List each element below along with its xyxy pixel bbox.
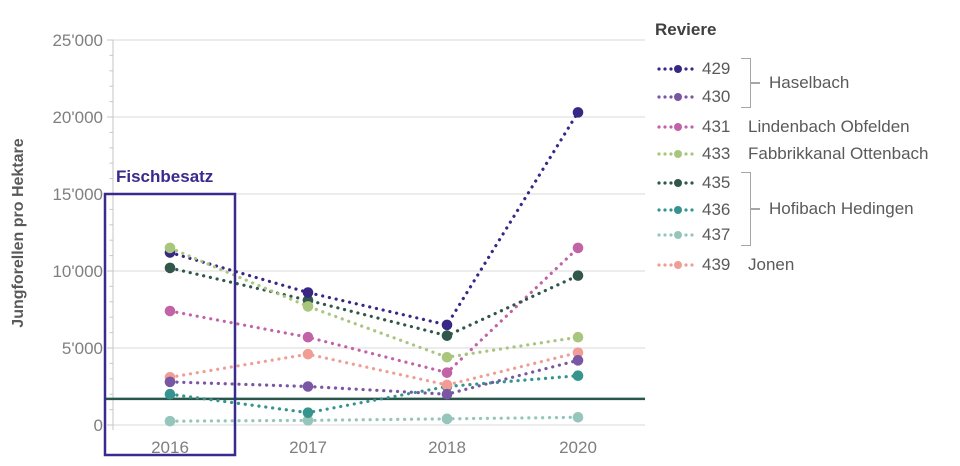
data-point[interactable]: [164, 415, 176, 427]
legend-item-label: 436: [702, 200, 731, 219]
y-axis-title: Jungforellen pro Hektare: [10, 138, 27, 328]
series-429: [164, 107, 584, 331]
legend-item-439[interactable]: 439 Jonen: [655, 254, 794, 276]
series-line: [168, 246, 580, 375]
data-point[interactable]: [441, 319, 453, 331]
legend-marker: [657, 93, 694, 101]
legend-item-429[interactable]: 429: [655, 58, 740, 80]
data-point[interactable]: [572, 331, 584, 343]
data-point[interactable]: [164, 305, 176, 317]
legend-title: Reviere: [655, 20, 717, 39]
legend-group-label: Lindenbach Obfelden: [748, 117, 910, 136]
legend: Reviere 429 430 431 Lindenbach Obfelden 433 F…: [655, 14, 955, 314]
legend-marker: [657, 261, 694, 269]
y-tick-label: 15'000: [52, 185, 103, 204]
legend-item-label: 433: [702, 144, 731, 163]
data-point[interactable]: [441, 388, 453, 400]
legend-group-label: Haselbach: [769, 73, 850, 92]
fischbesatz-annotation-label: Fischbesatz: [116, 167, 214, 186]
legend-marker: [657, 150, 694, 158]
data-point[interactable]: [302, 415, 314, 426]
series-line: [168, 266, 580, 338]
data-point[interactable]: [572, 270, 584, 281]
x-axis-labels: 2016 2017 2018 2020: [151, 438, 597, 457]
data-point[interactable]: [441, 330, 453, 341]
legend-item-437[interactable]: 437: [655, 224, 740, 246]
x-tick-label: 2020: [559, 438, 597, 457]
data-point[interactable]: [572, 107, 584, 118]
legend-item-label: 435: [702, 173, 731, 192]
fischbesatz-annotation-box: [103, 192, 237, 457]
series-435: [164, 262, 584, 341]
legend-item-label: 437: [702, 225, 731, 244]
y-axis: [107, 39, 114, 430]
data-point[interactable]: [164, 242, 176, 254]
data-point[interactable]: [441, 379, 453, 391]
data-point[interactable]: [572, 412, 584, 423]
data-point[interactable]: [164, 388, 176, 400]
legend-item-436[interactable]: 436: [655, 199, 740, 221]
legend-marker: [657, 206, 694, 214]
data-point[interactable]: [441, 413, 453, 425]
series-line: [168, 358, 580, 396]
series-430: [164, 355, 584, 400]
x-tick-label: 2017: [289, 438, 327, 457]
y-tick-label: 5'000: [62, 339, 103, 358]
x-tick-label: 2016: [151, 438, 189, 457]
series-433: [164, 242, 584, 363]
data-point[interactable]: [302, 407, 314, 418]
legend-marker: [657, 123, 694, 131]
legend-marker: [657, 231, 694, 239]
legend-group-bracket: [741, 172, 751, 246]
series-line: [168, 246, 580, 359]
legend-item-430[interactable]: 430: [655, 86, 740, 108]
series-line: [168, 374, 580, 415]
legend-item-label: 430: [702, 87, 731, 106]
data-point[interactable]: [302, 348, 314, 360]
legend-marker: [657, 179, 694, 187]
legend-group-label: Hofibach Hedingen: [769, 199, 914, 218]
data-point[interactable]: [302, 287, 314, 298]
legend-group-bracket-stub: [751, 208, 760, 210]
data-point[interactable]: [302, 331, 314, 343]
series-line: [168, 415, 580, 423]
y-tick-label: 25'000: [52, 31, 103, 50]
y-tick-label: 0: [94, 416, 103, 435]
y-tick-label: 20'000: [52, 108, 103, 127]
gridlines: [113, 39, 645, 426]
data-point[interactable]: [572, 355, 584, 366]
legend-item-435[interactable]: 435: [655, 172, 740, 194]
data-point[interactable]: [572, 347, 584, 358]
data-point[interactable]: [302, 301, 314, 312]
data-point[interactable]: [441, 351, 453, 363]
legend-group-bracket-stub: [751, 82, 760, 84]
x-tick-label: 2018: [428, 438, 466, 457]
legend-item-433[interactable]: 433 Fabbrikkanal Ottenbach: [655, 143, 929, 165]
y-tick-label: 10'000: [52, 262, 103, 281]
series-line: [168, 110, 580, 327]
data-point[interactable]: [302, 381, 314, 392]
legend-item-label: 431: [702, 117, 731, 136]
legend-group-label: Fabbrikkanal Ottenbach: [748, 144, 929, 163]
data-point[interactable]: [572, 370, 584, 382]
data-point[interactable]: [441, 367, 453, 378]
series-431: [164, 242, 584, 378]
legend-group-bracket: [741, 58, 751, 108]
data-point[interactable]: [572, 242, 584, 254]
legend-item-label: 439: [702, 255, 731, 274]
legend-item-label: 429: [702, 59, 731, 78]
y-tick-labels: 0 5'000 10'000 15'000 20'000 25'000: [52, 31, 103, 435]
legend-group-label: Jonen: [748, 255, 795, 274]
series-line: [168, 351, 580, 387]
series-437: [164, 412, 584, 427]
data-point[interactable]: [164, 376, 176, 388]
legend-item-431[interactable]: 431 Lindenbach Obfelden: [655, 116, 910, 138]
legend-marker: [657, 65, 694, 73]
series-436: [164, 370, 584, 418]
data-point[interactable]: [164, 262, 176, 274]
